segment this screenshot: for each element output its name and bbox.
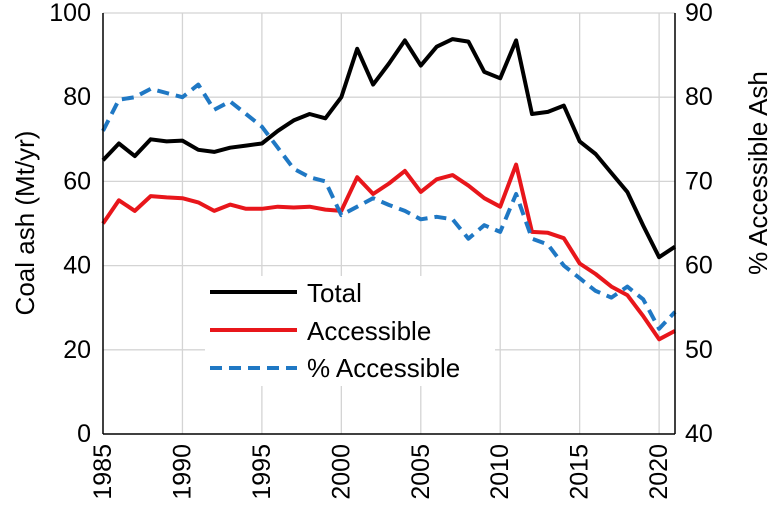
x-tick-label: 2015 bbox=[566, 444, 594, 500]
y-tick-label: 80 bbox=[63, 83, 91, 111]
legend-label-total: Total bbox=[307, 278, 362, 308]
x-tick-label: 1995 bbox=[248, 444, 276, 500]
y2-tick-label: 40 bbox=[685, 420, 713, 448]
left-axis-title: Coal ash (Mt/yr) bbox=[10, 131, 40, 316]
right-axis-title: % Accessible Ash bbox=[743, 71, 773, 275]
x-tick-label: 2020 bbox=[645, 444, 673, 500]
y2-tick-label: 80 bbox=[685, 83, 713, 111]
y-tick-label: 60 bbox=[63, 167, 91, 195]
right-axis-ticks: 40 50 60 70 80 90 bbox=[685, 0, 713, 448]
x-tick-label: 2005 bbox=[407, 444, 435, 500]
x-tick-label: 1990 bbox=[168, 444, 196, 500]
y-tick-label: 40 bbox=[63, 252, 91, 280]
x-tick-label: 2000 bbox=[327, 444, 355, 500]
x-tick-label: 2010 bbox=[486, 444, 514, 500]
y-tick-label: 100 bbox=[49, 0, 91, 27]
series-line-total bbox=[101, 37, 677, 260]
series-lines bbox=[101, 37, 677, 342]
series-line-accessible bbox=[101, 82, 677, 331]
legend: Total Accessible % Accessible bbox=[205, 276, 495, 386]
legend-label-accessible: Accessible bbox=[307, 316, 431, 346]
y2-tick-label: 70 bbox=[685, 167, 713, 195]
y2-tick-label: 60 bbox=[685, 252, 713, 280]
y-tick-label: 0 bbox=[77, 420, 91, 448]
left-axis-ticks: 0 20 40 60 80 100 bbox=[49, 0, 91, 448]
x-tick-label: 1985 bbox=[89, 444, 117, 500]
y-tick-label: 20 bbox=[63, 336, 91, 364]
y2-tick-label: 90 bbox=[685, 0, 713, 27]
series-line-accessible bbox=[101, 162, 676, 342]
legend-label-pct-accessible: % Accessible bbox=[307, 353, 460, 383]
y2-tick-label: 50 bbox=[685, 336, 713, 364]
x-axis-ticks: 1985 1990 1995 2000 2005 2010 2015 2020 bbox=[89, 444, 673, 500]
